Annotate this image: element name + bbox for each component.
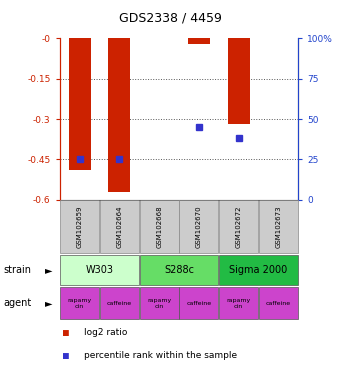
FancyBboxPatch shape [60, 288, 99, 319]
FancyBboxPatch shape [100, 200, 139, 253]
Text: GSM102659: GSM102659 [77, 205, 83, 248]
Text: S288c: S288c [164, 265, 194, 275]
Text: strain: strain [3, 265, 31, 275]
Text: W303: W303 [86, 265, 114, 275]
Text: GSM102673: GSM102673 [276, 205, 281, 248]
Text: percentile rank within the sample: percentile rank within the sample [84, 351, 237, 360]
FancyBboxPatch shape [259, 288, 298, 319]
Text: GSM102664: GSM102664 [116, 205, 122, 248]
Text: GSM102672: GSM102672 [236, 205, 242, 248]
FancyBboxPatch shape [219, 288, 258, 319]
Text: ►: ► [45, 265, 53, 275]
Text: log2 ratio: log2 ratio [84, 328, 127, 337]
Text: rapamy
cin: rapamy cin [226, 298, 251, 309]
Text: caffeine: caffeine [107, 301, 132, 306]
Bar [69, 38, 90, 170]
Text: ►: ► [45, 298, 53, 308]
Text: ■: ■ [63, 351, 69, 361]
Text: Sigma 2000: Sigma 2000 [229, 265, 288, 275]
Text: GSM102668: GSM102668 [156, 205, 162, 248]
FancyBboxPatch shape [259, 200, 298, 253]
FancyBboxPatch shape [140, 288, 179, 319]
FancyBboxPatch shape [140, 255, 218, 285]
FancyBboxPatch shape [100, 288, 139, 319]
Bar [108, 38, 130, 192]
FancyBboxPatch shape [60, 255, 139, 285]
FancyBboxPatch shape [219, 200, 258, 253]
Text: rapamy
cin: rapamy cin [68, 298, 92, 309]
FancyBboxPatch shape [179, 288, 218, 319]
Text: rapamy
cin: rapamy cin [147, 298, 171, 309]
Text: ■: ■ [63, 328, 69, 338]
FancyBboxPatch shape [219, 255, 298, 285]
Text: agent: agent [3, 298, 32, 308]
Bar [228, 38, 250, 124]
Bar [188, 38, 210, 44]
Text: GDS2338 / 4459: GDS2338 / 4459 [119, 12, 222, 25]
FancyBboxPatch shape [140, 200, 179, 253]
Text: caffeine: caffeine [186, 301, 211, 306]
FancyBboxPatch shape [179, 200, 218, 253]
FancyBboxPatch shape [60, 200, 99, 253]
Text: GSM102670: GSM102670 [196, 205, 202, 248]
Text: caffeine: caffeine [266, 301, 291, 306]
